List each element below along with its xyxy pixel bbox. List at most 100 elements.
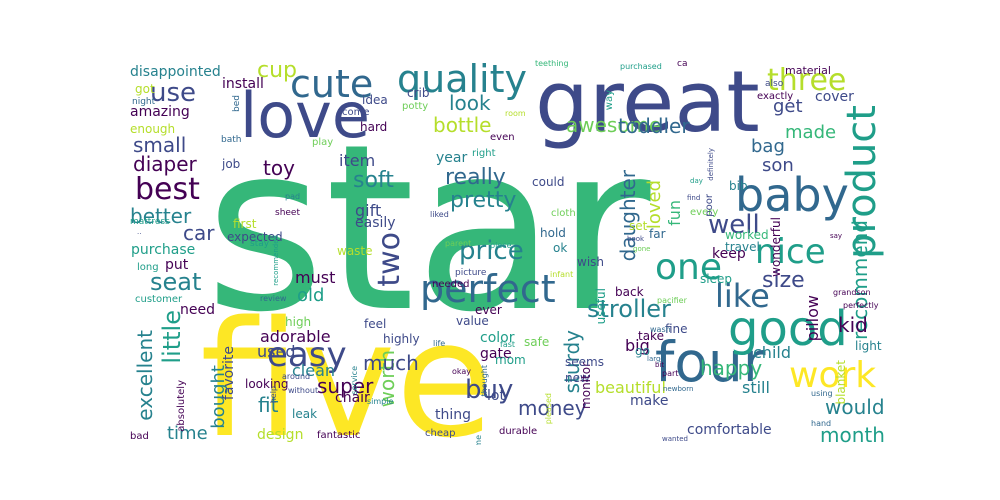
word-comfortable: comfortable	[687, 422, 772, 438]
word-back: back	[615, 285, 644, 299]
word-life: life	[433, 339, 446, 348]
word-good: good	[728, 301, 848, 357]
word-feel: feel	[364, 317, 387, 331]
word-bib: bib	[729, 179, 748, 193]
word-bottle: bottle	[433, 113, 492, 137]
word-fast: fast	[500, 340, 516, 349]
word-okay: okay	[452, 367, 472, 376]
word-expected: expected	[227, 230, 283, 244]
word-great: great	[535, 60, 760, 152]
word-come: come	[342, 107, 370, 118]
word-color: color	[480, 330, 515, 346]
word-two: two	[372, 232, 407, 287]
word-job: job	[222, 157, 241, 171]
word-review: review	[260, 294, 287, 303]
word-fun: fun	[665, 200, 684, 226]
word-star: star	[205, 96, 651, 363]
word-toy: toy	[263, 156, 295, 180]
word-thought: thought	[480, 365, 489, 397]
word-design: design	[257, 427, 304, 443]
word-one: one	[655, 247, 722, 288]
word-perfect: perfect	[420, 267, 556, 311]
word-also: also	[765, 79, 784, 89]
word-work: work	[789, 355, 877, 396]
word-safe: safe	[524, 335, 550, 349]
word-well: well	[708, 210, 760, 240]
word-bath: bath	[221, 135, 242, 145]
word-part: part	[662, 369, 679, 378]
word-loved: loved	[644, 180, 665, 230]
word-right: right	[472, 148, 496, 159]
word-sheet: sheet	[275, 208, 300, 218]
word-four: four	[655, 330, 766, 394]
word-first: first	[233, 217, 257, 231]
word-need: need	[180, 302, 215, 318]
word-cup: cup	[257, 60, 298, 83]
word-way: way	[604, 90, 615, 111]
word-look: look	[449, 91, 491, 115]
word-long: long	[137, 262, 159, 273]
word-wish: wish	[577, 255, 605, 269]
word-nice: nice	[755, 232, 826, 272]
word-using: using	[811, 389, 833, 398]
word-without: without	[288, 386, 319, 395]
word-ok: ok	[553, 241, 568, 255]
word-better: better	[130, 204, 192, 228]
word-stroller: stroller	[587, 295, 671, 323]
word-used: used	[257, 342, 296, 361]
word-wanted: wanted	[662, 435, 688, 443]
word-potty: potty	[402, 101, 429, 112]
word-easily: easily	[355, 215, 396, 231]
word-thing: thing	[435, 407, 472, 423]
word-purchased: purchased	[620, 62, 662, 71]
word-chair: chair	[335, 390, 370, 406]
word-fine: fine	[665, 322, 688, 336]
word-customer: customer	[135, 294, 183, 305]
word-got: got	[135, 82, 155, 96]
word-would: would	[825, 395, 885, 419]
word-disappointed: disappointed	[130, 64, 221, 80]
word-quality: quality	[397, 60, 527, 101]
word-much: much	[363, 351, 419, 375]
word-big: big	[625, 336, 650, 355]
word-highly: highly	[383, 332, 420, 346]
word-wonderful: wonderful	[769, 217, 783, 277]
word-wash: wash	[650, 325, 671, 334]
word-travel: travel	[725, 240, 760, 254]
word-must: must	[295, 268, 336, 287]
word-newborn: newborn	[663, 385, 694, 393]
word-monitor: monitor	[579, 362, 593, 409]
word-baby: baby	[735, 168, 849, 222]
word-ellipsis: ..	[137, 228, 142, 236]
word-mattress: mattress	[130, 217, 170, 227]
word-waste: waste	[337, 244, 373, 258]
word-child: child	[753, 343, 791, 362]
word-play: play	[312, 137, 334, 148]
word-easy: easy	[267, 335, 347, 375]
word-three: three	[767, 63, 847, 98]
word-put: put	[165, 257, 189, 273]
word-set: set	[629, 219, 648, 233]
word-exactly: exactly	[757, 91, 794, 102]
word-diaper: diaper	[133, 152, 197, 176]
word-cover: cover	[815, 89, 854, 105]
word-looking: looking	[245, 377, 289, 391]
word-purchase: purchase	[131, 242, 196, 258]
word-fit: fit	[258, 393, 279, 417]
word-ca: ca	[677, 60, 688, 69]
word-service: service	[350, 366, 359, 395]
word-item: item	[339, 151, 376, 170]
word-car: car	[183, 221, 215, 245]
word-durable: durable	[499, 426, 538, 437]
word-still: still	[742, 378, 770, 397]
word-love: love	[240, 79, 370, 152]
word-bad: bad	[130, 431, 149, 442]
word-install: install	[222, 76, 264, 92]
word-made: made	[785, 122, 837, 143]
word-even: even	[490, 132, 515, 143]
word-needed: needed	[432, 279, 470, 290]
word-help: help	[269, 386, 278, 404]
word-bit: bit	[655, 361, 665, 369]
word-infant: infant	[550, 270, 574, 279]
